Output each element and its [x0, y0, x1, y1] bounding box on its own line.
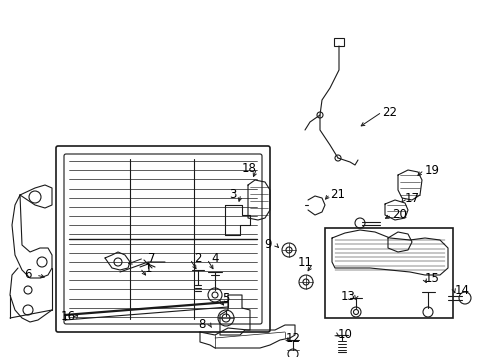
Text: 22: 22	[382, 106, 397, 119]
Text: 15: 15	[424, 272, 439, 285]
Text: 14: 14	[454, 283, 469, 297]
Text: 21: 21	[330, 187, 345, 201]
Text: 7: 7	[148, 251, 155, 265]
Text: 17: 17	[404, 192, 419, 206]
Text: 12: 12	[285, 332, 300, 345]
Text: 6: 6	[24, 268, 31, 282]
Text: 3: 3	[229, 187, 236, 201]
Text: 20: 20	[392, 208, 407, 221]
Text: 10: 10	[337, 328, 352, 342]
Text: 8: 8	[198, 318, 205, 332]
Text: 13: 13	[340, 291, 355, 303]
Text: 5: 5	[222, 292, 229, 305]
Text: 1: 1	[144, 261, 151, 275]
Text: 2: 2	[194, 252, 201, 266]
Bar	[324, 228, 452, 318]
Text: 11: 11	[297, 256, 312, 270]
Bar	[333, 38, 343, 46]
Text: 4: 4	[211, 252, 218, 266]
Text: 19: 19	[424, 164, 439, 176]
Text: 9: 9	[264, 238, 271, 251]
Text: 16: 16	[60, 311, 76, 323]
Text: 18: 18	[241, 161, 256, 175]
